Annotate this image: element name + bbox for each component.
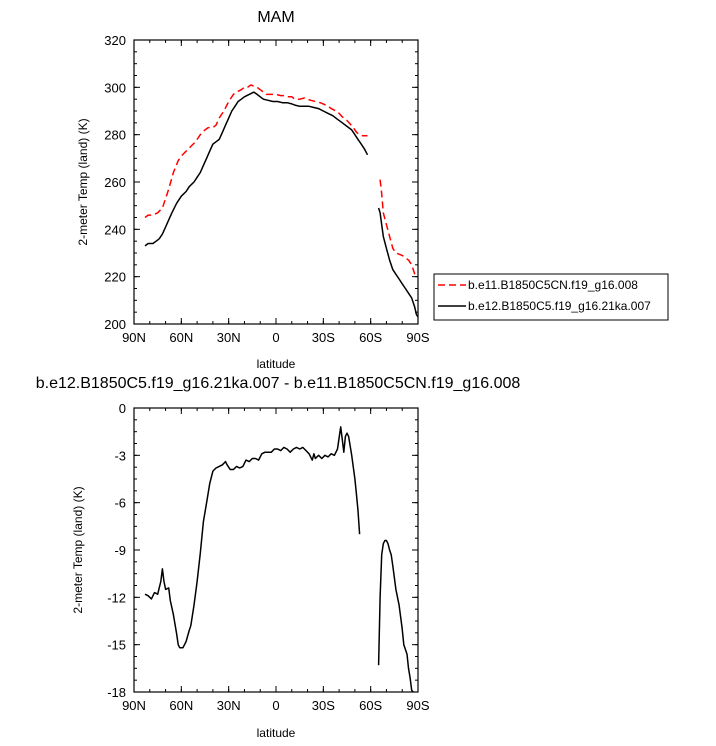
bottom-chart-y-tick-label: -18 bbox=[107, 685, 126, 700]
legend-box bbox=[433, 273, 669, 321]
bottom-chart-y-tick-label: 0 bbox=[119, 401, 126, 416]
top-chart-plot-frame bbox=[133, 39, 419, 325]
top-chart-x-tick-label: 90N bbox=[122, 330, 146, 345]
top-chart-y-tick-label: 320 bbox=[104, 33, 126, 48]
bottom-chart-x-tick-label: 30S bbox=[312, 698, 335, 713]
bottom-chart-y-tick-label: -12 bbox=[107, 590, 126, 605]
top-chart-x-axis-label: latitude bbox=[257, 357, 296, 371]
top-chart-y-tick-label: 200 bbox=[104, 317, 126, 332]
legend-label-series-2: b.e12.B1850C5.f19_g16.21ka.007 bbox=[468, 299, 651, 313]
top-chart-series-line-2 bbox=[144, 91, 369, 247]
bottom-chart-x-axis-label: latitude bbox=[257, 726, 296, 740]
bottom-chart-x-tick-label: 0 bbox=[272, 698, 279, 713]
top-chart-ticks: 90N 60N 30N 0 30S 60S 90S 200 220 240 260 280 300 320 bbox=[104, 33, 430, 345]
top-chart-y-tick-label: 240 bbox=[104, 222, 126, 237]
top-chart-series-line-1 bbox=[144, 84, 368, 219]
top-chart-x-tick-label: 90S bbox=[406, 330, 429, 345]
legend-label-series-1: b.e11.B1850C5CN.f19_g16.008 bbox=[468, 278, 638, 292]
bottom-chart-series-line-1 bbox=[377, 539, 414, 693]
bottom-chart-y-tick-label: -15 bbox=[107, 638, 126, 653]
bottom-chart-y-tick-label: -9 bbox=[114, 543, 126, 558]
bottom-chart-y-tick-label: -6 bbox=[114, 496, 126, 511]
top-chart-series-line-2 bbox=[377, 207, 419, 318]
bottom-chart-x-tick-label: 30N bbox=[217, 698, 241, 713]
bottom-chart-y-tick-label: -3 bbox=[114, 448, 126, 463]
top-chart-y-tick-label: 220 bbox=[104, 270, 126, 285]
top-chart-y-tick-label: 300 bbox=[104, 80, 126, 95]
top-chart-x-tick-label: 30S bbox=[312, 330, 335, 345]
top-chart: MAM 90N 60N 30N 0 30S 60S 90S 200 220 240 260 280 30… bbox=[76, 9, 669, 371]
bottom-chart-series bbox=[144, 426, 414, 693]
top-chart-series-line-1 bbox=[379, 179, 419, 278]
top-chart-x-tick-label: 30N bbox=[217, 330, 241, 345]
top-chart-y-tick-label: 260 bbox=[104, 175, 126, 190]
bottom-chart-x-tick-label: 90N bbox=[122, 698, 146, 713]
bottom-chart-title: b.e12.B1850C5.f19_g16.21ka.007 - b.e11.B… bbox=[36, 375, 521, 392]
bottom-chart-x-tick-label: 90S bbox=[406, 698, 429, 713]
top-chart-x-tick-label: 0 bbox=[272, 330, 279, 345]
bottom-chart: b.e12.B1850C5.f19_g16.21ka.007 - b.e11.B… bbox=[36, 375, 521, 740]
bottom-chart-ticks: 90N 60N 30N 0 30S 60S 90S 0 -3 -6 -9 -12 -15 -18 bbox=[107, 401, 430, 713]
bottom-chart-x-tick-label: 60S bbox=[359, 698, 382, 713]
top-chart-y-tick-label: 280 bbox=[104, 128, 126, 143]
bottom-chart-series-line-1 bbox=[144, 426, 361, 649]
top-chart-x-tick-label: 60N bbox=[169, 330, 193, 345]
top-chart-series bbox=[144, 84, 419, 318]
bottom-chart-y-axis-label: 2-meter Temp (land) (K) bbox=[71, 486, 85, 613]
bottom-chart-plot-frame bbox=[133, 407, 419, 693]
top-chart-x-tick-label: 60S bbox=[359, 330, 382, 345]
top-chart-y-axis-label: 2-meter Temp (land) (K) bbox=[76, 118, 90, 245]
top-chart-title: MAM bbox=[257, 9, 294, 26]
bottom-chart-x-tick-label: 60N bbox=[169, 698, 193, 713]
top-chart-legend: b.e11.B1850C5CN.f19_g16.008 b.e12.B1850C… bbox=[433, 273, 669, 321]
